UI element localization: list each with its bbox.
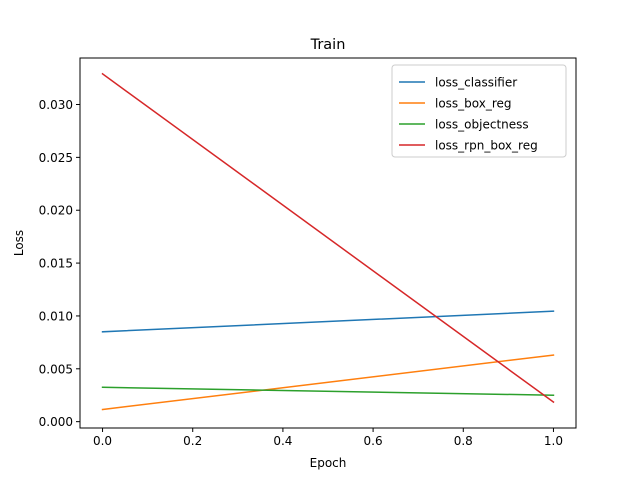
y-axis-ticks: 0.000 0.005 0.010 0.015 0.020 0.025 0.030: [39, 98, 80, 429]
legend-label: loss_rpn_box_reg: [435, 139, 538, 153]
y-tick-label: 0.020: [39, 204, 73, 218]
legend-label: loss_classifier: [435, 76, 517, 90]
series-line-loss-classifier: [101, 310, 555, 333]
x-tick-label: 1.0: [544, 434, 563, 448]
legend-label: loss_objectness: [435, 118, 529, 132]
y-tick-label: 0.030: [39, 98, 73, 112]
x-tick-label: 0.6: [364, 434, 383, 448]
legend: loss_classifier loss_box_reg loss_objectne…: [391, 64, 567, 158]
x-tick-label: 0.8: [454, 434, 473, 448]
series-line-loss-objectness: [101, 386, 555, 396]
y-tick-label: 0.015: [39, 257, 73, 271]
x-axis-ticks: 0.0 0.2 0.4 0.6 0.8 1.0: [93, 428, 563, 448]
series-line-loss-rpn-box-reg: [101, 72, 555, 404]
legend-box: [391, 64, 567, 158]
legend-label: loss_box_reg: [435, 97, 512, 111]
x-tick-label: 0.4: [273, 434, 292, 448]
plot-frame: [79, 57, 577, 429]
series-layer: [101, 72, 555, 411]
y-tick-label: 0.010: [39, 309, 73, 323]
y-axis-label: Loss: [12, 230, 26, 256]
y-tick-label: 0.025: [39, 151, 73, 165]
chart-title: Train: [310, 37, 346, 53]
x-tick-label: 0.0: [93, 434, 112, 448]
series-line-loss-box-reg: [101, 354, 555, 411]
y-tick-label: 0.000: [39, 415, 73, 429]
y-tick-label: 0.005: [39, 362, 73, 376]
x-tick-label: 0.2: [183, 434, 202, 448]
x-axis-label: Epoch: [310, 456, 347, 470]
